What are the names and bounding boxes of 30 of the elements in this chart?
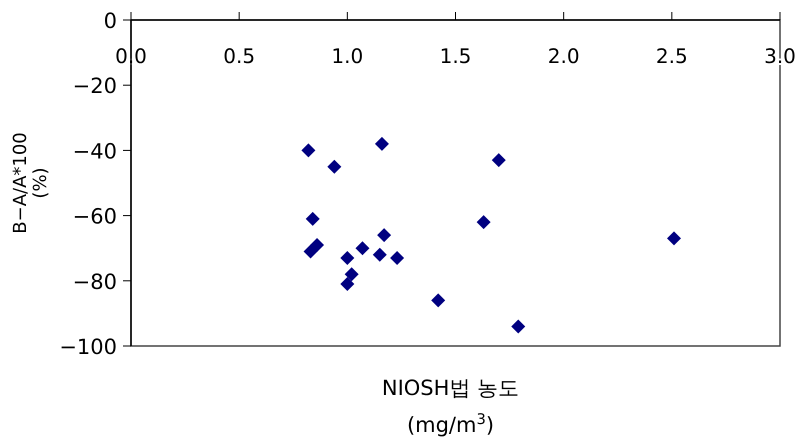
y-axis-title: B−A/A*100 (%) [10,132,51,234]
point [304,244,318,258]
x-axis-title: NIOSH법 농도 (mg/m$^{3}$) [382,376,520,437]
y-tick-label: −80 [72,270,117,294]
point [511,319,526,334]
point [666,231,681,246]
point [344,267,359,282]
point [327,160,342,174]
x-tick-label: 1.0 [331,44,364,68]
point [492,153,506,168]
x-tick-label: 2.0 [548,44,580,68]
point [340,250,354,265]
point [431,293,446,308]
y-tick-label: −60 [72,204,117,229]
x-tick-label: 0.5 [223,44,256,68]
point [301,143,316,158]
point [306,212,320,226]
y-tick-label: −100 [59,335,117,359]
point [372,248,387,262]
x-tick-label: 1.5 [440,44,472,68]
point [374,136,389,151]
y-tick-label: 0 [104,9,117,33]
y-tick-label: −20 [72,74,117,98]
point [355,241,370,256]
point [476,215,491,230]
point [340,277,354,292]
point [377,228,392,242]
y-tick-label: −40 [72,139,117,164]
point [390,250,404,265]
x-tick-label: 2.5 [656,44,688,68]
